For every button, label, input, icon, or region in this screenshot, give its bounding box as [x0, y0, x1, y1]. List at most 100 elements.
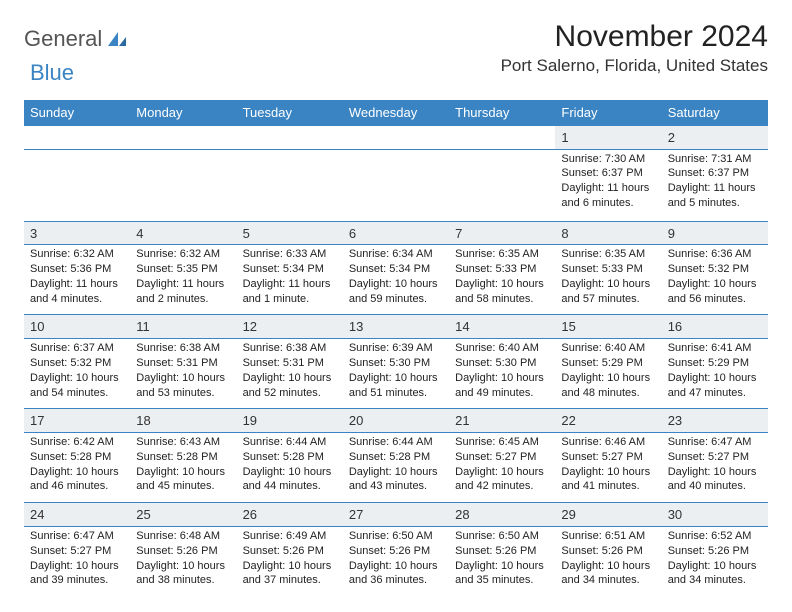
day-number: 19 [237, 409, 343, 432]
sunset-line: Sunset: 5:26 PM [668, 544, 762, 559]
day-content-cell [343, 149, 449, 221]
day-number-cell: 26 [237, 503, 343, 527]
sunset-line: Sunset: 5:33 PM [455, 262, 549, 277]
daylight-line: Daylight: 10 hours and 41 minutes. [561, 465, 655, 495]
day-number: 10 [24, 315, 130, 338]
day-number-cell: 14 [449, 315, 555, 339]
day-content-cell: Sunrise: 6:40 AMSunset: 5:29 PMDaylight:… [555, 339, 661, 409]
day-number: 22 [555, 409, 661, 432]
day-number: 26 [237, 503, 343, 526]
day-number-cell: 30 [662, 503, 768, 527]
day-number-cell: 8 [555, 221, 661, 245]
daylight-line: Daylight: 10 hours and 44 minutes. [243, 465, 337, 495]
location: Port Salerno, Florida, United States [501, 56, 768, 76]
day-content-cell: Sunrise: 6:50 AMSunset: 5:26 PMDaylight:… [343, 526, 449, 596]
daylight-line: Daylight: 10 hours and 54 minutes. [30, 371, 124, 401]
sunrise-line: Sunrise: 6:48 AM [136, 529, 230, 544]
day-number: 2 [662, 126, 768, 149]
day-content-cell: Sunrise: 6:45 AMSunset: 5:27 PMDaylight:… [449, 432, 555, 502]
day-number: 18 [130, 409, 236, 432]
sunset-line: Sunset: 5:30 PM [349, 356, 443, 371]
day-number-cell: 23 [662, 409, 768, 433]
day-number-cell: 7 [449, 221, 555, 245]
day-content-cell: Sunrise: 6:46 AMSunset: 5:27 PMDaylight:… [555, 432, 661, 502]
sunrise-line: Sunrise: 6:49 AM [243, 529, 337, 544]
sunrise-line: Sunrise: 6:47 AM [668, 435, 762, 450]
daylight-line: Daylight: 10 hours and 37 minutes. [243, 559, 337, 589]
sunset-line: Sunset: 5:34 PM [349, 262, 443, 277]
day-number-cell: 13 [343, 315, 449, 339]
day-number-cell: 2 [662, 126, 768, 150]
sunset-line: Sunset: 5:28 PM [349, 450, 443, 465]
daylight-line: Daylight: 10 hours and 43 minutes. [349, 465, 443, 495]
col-saturday: Saturday [662, 100, 768, 126]
day-number: 5 [237, 222, 343, 245]
day-content-cell: Sunrise: 6:52 AMSunset: 5:26 PMDaylight:… [662, 526, 768, 596]
day-content-cell: Sunrise: 6:47 AMSunset: 5:27 PMDaylight:… [662, 432, 768, 502]
day-number: 29 [555, 503, 661, 526]
day-number-cell: 16 [662, 315, 768, 339]
calendar-table: Sunday Monday Tuesday Wednesday Thursday… [24, 100, 768, 596]
sunset-line: Sunset: 5:36 PM [30, 262, 124, 277]
day-number: 20 [343, 409, 449, 432]
sunrise-line: Sunrise: 6:50 AM [349, 529, 443, 544]
day-number-cell [237, 126, 343, 150]
sunrise-line: Sunrise: 7:30 AM [561, 152, 655, 167]
week-content-row: Sunrise: 7:30 AMSunset: 6:37 PMDaylight:… [24, 149, 768, 221]
day-number-cell: 10 [24, 315, 130, 339]
day-content-cell [449, 149, 555, 221]
day-content-cell: Sunrise: 6:43 AMSunset: 5:28 PMDaylight:… [130, 432, 236, 502]
sunrise-line: Sunrise: 6:44 AM [349, 435, 443, 450]
day-number: 23 [662, 409, 768, 432]
daylight-line: Daylight: 10 hours and 40 minutes. [668, 465, 762, 495]
col-tuesday: Tuesday [237, 100, 343, 126]
sunrise-line: Sunrise: 6:34 AM [349, 247, 443, 262]
day-number: 11 [130, 315, 236, 338]
sunset-line: Sunset: 5:28 PM [30, 450, 124, 465]
week-daynum-row: 17181920212223 [24, 409, 768, 433]
sunset-line: Sunset: 5:27 PM [668, 450, 762, 465]
day-number-cell: 21 [449, 409, 555, 433]
day-number-cell: 5 [237, 221, 343, 245]
sunrise-line: Sunrise: 6:37 AM [30, 341, 124, 356]
day-content-cell: Sunrise: 6:48 AMSunset: 5:26 PMDaylight:… [130, 526, 236, 596]
col-wednesday: Wednesday [343, 100, 449, 126]
day-content-cell: Sunrise: 6:40 AMSunset: 5:30 PMDaylight:… [449, 339, 555, 409]
day-number: 8 [555, 222, 661, 245]
sunrise-line: Sunrise: 6:33 AM [243, 247, 337, 262]
sunrise-line: Sunrise: 6:40 AM [455, 341, 549, 356]
col-thursday: Thursday [449, 100, 555, 126]
day-number: 9 [662, 222, 768, 245]
day-number-cell: 18 [130, 409, 236, 433]
day-number-cell: 17 [24, 409, 130, 433]
day-number-cell: 1 [555, 126, 661, 150]
day-number-cell [24, 126, 130, 150]
day-number-cell: 28 [449, 503, 555, 527]
logo-sail-icon [106, 30, 128, 48]
day-content-cell: Sunrise: 6:42 AMSunset: 5:28 PMDaylight:… [24, 432, 130, 502]
sunset-line: Sunset: 5:27 PM [561, 450, 655, 465]
daylight-line: Daylight: 10 hours and 45 minutes. [136, 465, 230, 495]
day-content-cell: Sunrise: 6:34 AMSunset: 5:34 PMDaylight:… [343, 245, 449, 315]
sunrise-line: Sunrise: 7:31 AM [668, 152, 762, 167]
sunset-line: Sunset: 6:37 PM [668, 166, 762, 181]
day-content-cell [24, 149, 130, 221]
day-number-cell: 25 [130, 503, 236, 527]
day-content-cell: Sunrise: 6:51 AMSunset: 5:26 PMDaylight:… [555, 526, 661, 596]
daylight-line: Daylight: 10 hours and 34 minutes. [561, 559, 655, 589]
sunrise-line: Sunrise: 6:42 AM [30, 435, 124, 450]
sunrise-line: Sunrise: 6:35 AM [561, 247, 655, 262]
day-content-cell: Sunrise: 6:47 AMSunset: 5:27 PMDaylight:… [24, 526, 130, 596]
day-content-cell: Sunrise: 6:35 AMSunset: 5:33 PMDaylight:… [449, 245, 555, 315]
sunset-line: Sunset: 5:31 PM [243, 356, 337, 371]
day-number-cell: 3 [24, 221, 130, 245]
day-content-cell [130, 149, 236, 221]
day-number: 30 [662, 503, 768, 526]
sunrise-line: Sunrise: 6:36 AM [668, 247, 762, 262]
day-content-cell [237, 149, 343, 221]
daylight-line: Daylight: 10 hours and 35 minutes. [455, 559, 549, 589]
sunset-line: Sunset: 5:26 PM [455, 544, 549, 559]
daylight-line: Daylight: 10 hours and 34 minutes. [668, 559, 762, 589]
sunset-line: Sunset: 5:26 PM [136, 544, 230, 559]
sunrise-line: Sunrise: 6:44 AM [243, 435, 337, 450]
